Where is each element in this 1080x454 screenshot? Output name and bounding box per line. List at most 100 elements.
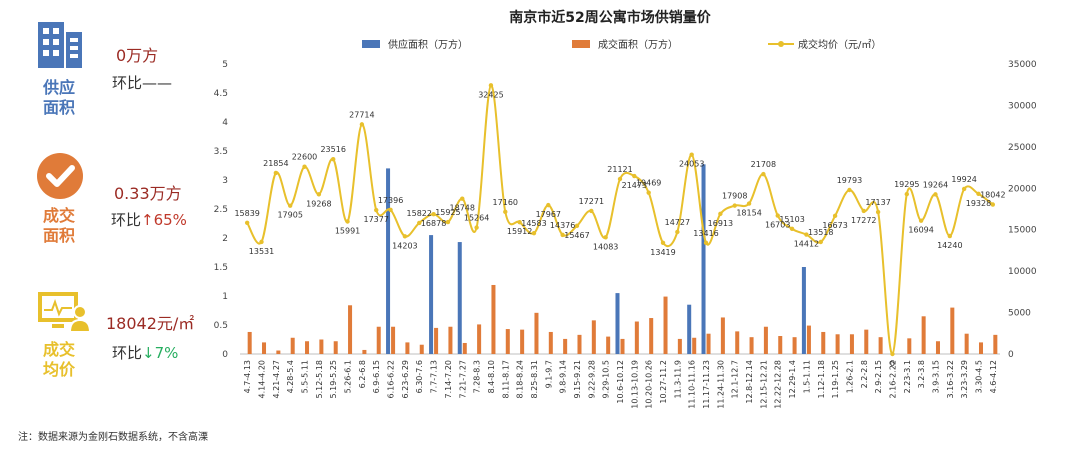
x-tick-label: 4.7-4.13 [243,360,252,393]
supply-label: 供应 面积 [42,78,75,117]
price-point [617,176,623,182]
left-tick-label: 2.5 [214,205,228,215]
sales-bar [305,341,310,354]
sales-bar [462,342,467,354]
x-tick-label: 10.27-11.2 [659,360,668,404]
up-arrow-icon: ↑ [141,211,154,229]
price-point [976,191,981,197]
price-point [961,186,967,192]
price-data-label: 15822 [407,209,432,218]
supply-bar [386,168,391,354]
price-point [345,219,350,224]
sales-bar [692,337,697,354]
sales-value: 0.33万方 [114,184,182,203]
price-point [689,152,694,157]
left-tick-label: 3 [222,176,228,186]
price-point [775,213,780,218]
price-data-label: 13416 [693,229,718,238]
sales-bar [276,350,281,354]
x-tick-label: 9.1-9.7 [544,360,553,388]
price-point [417,220,422,226]
x-tick-label: 4.21-4.27 [272,360,281,399]
sales-bar [262,342,267,354]
sales-bar [434,327,439,354]
x-tick-label: 12.22-12.28 [774,360,783,409]
price-data-label: 21121 [607,165,632,174]
price-data-label: 13518 [808,228,833,237]
sales-bar [520,329,525,354]
sales-bar [720,317,725,354]
price-data-label: 17967 [536,210,561,219]
sales-bar [663,296,668,354]
x-tick-label: 4.28-5.4 [286,360,295,393]
price-point [904,191,909,197]
x-tick-label: 5.19-5.25 [329,360,338,399]
x-tick-label: 11.3-11.9 [673,360,682,399]
price-data-label: 14240 [937,241,962,250]
left-tick-label: 5 [222,60,228,70]
sales-bar [950,307,955,354]
price-data-label: 19328 [966,199,991,208]
right-tick-label: 20000 [1008,184,1037,194]
price-data-label: 0 [890,359,895,368]
x-tick-label: 3.9-3.15 [931,360,940,393]
x-tick-label: 3.30-4.5 [974,360,983,393]
x-tick-label: 2.23-3.1 [903,360,912,393]
price-point [359,122,365,127]
left-tick-label: 3.5 [214,147,228,157]
x-tick-label: 2.9-2.15 [874,360,883,393]
price-line [246,84,994,356]
price-point [890,351,895,357]
sales-bar [620,338,625,354]
price-data-label: 19264 [923,180,948,189]
price-point [918,218,924,223]
footnote: 注：数据来源为金刚石数据系统，不含高溧 [18,432,208,443]
sales-bar [491,284,496,354]
price-point [847,187,852,193]
x-tick-label: 10.6-10.12 [616,360,625,404]
x-tick-label: 9.22-9.28 [587,360,596,399]
price-label: 成交 均价 [42,340,75,379]
right-tick-label: 35000 [1008,60,1037,70]
x-tick-label: 6.23-6.29 [401,360,410,399]
price-point [302,164,307,169]
x-tick-label: 10.13-10.19 [630,360,639,409]
x-tick-label: 8.18-8.24 [516,360,525,399]
x-tick-label: 2.2-2.8 [860,360,869,388]
legend-marker [778,41,784,47]
price-point [646,190,651,195]
sales-bar [477,324,482,354]
sales-bar [534,312,539,354]
price-data-label: 17137 [865,198,890,207]
right-tick-label: 10000 [1008,267,1037,277]
left-tick-label: 2 [222,234,228,244]
right-tick-label: 15000 [1008,226,1037,236]
sales-bar [419,344,424,354]
sales-bar [649,318,654,354]
sales-bar [978,342,984,354]
price-point [832,213,838,219]
price-point [402,234,408,239]
x-tick-label: 11.24-11.30 [716,360,725,409]
price-data-label: 19793 [837,176,862,185]
x-tick-label: 7.7-7.13 [430,360,439,393]
sales-change: 环比↑65% [111,211,187,229]
price-point [861,208,866,214]
left-tick-label: 0 [222,350,228,360]
x-tick-label: 10.20-10.26 [645,360,654,409]
x-tick-label: 7.14-7.20 [444,360,453,399]
price-point [316,192,322,197]
price-data-label: 21473 [622,181,647,190]
x-tick-label: 6.30-7.6 [415,360,424,393]
sales-bar [921,316,926,354]
sales-bar [806,325,811,354]
legend-label: 供应面积（万方） [388,38,468,51]
left-tick-label: 1 [222,292,228,302]
sales-bar [849,334,854,354]
price-value: 18042元/㎡ [106,314,195,333]
price-point [675,229,680,235]
right-tick-label: 25000 [1008,143,1037,153]
price-point [761,171,766,177]
price-data-label: 15467 [564,231,589,240]
price-point [388,207,393,213]
